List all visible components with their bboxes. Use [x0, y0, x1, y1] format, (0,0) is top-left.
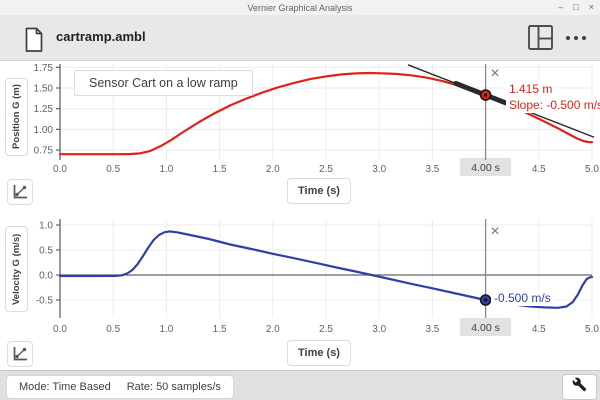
rate-label: Rate: 50 samples/s [126, 381, 221, 393]
wrench-icon [572, 377, 587, 397]
svg-text:0.5: 0.5 [106, 164, 120, 175]
app-toolbar: cartramp.ambl [0, 15, 600, 61]
svg-text:2.5: 2.5 [319, 164, 333, 175]
svg-text:4.5: 4.5 [532, 164, 546, 175]
status-bar: Mode: Time Based Rate: 50 samples/s [0, 370, 600, 400]
examine-close-icon-position[interactable]: × [490, 65, 500, 82]
examine-slope-position: Slope: -0.500 m/s [506, 97, 600, 113]
svg-text:0.5: 0.5 [106, 324, 120, 335]
close-button[interactable]: × [588, 2, 594, 12]
graph-annotation[interactable]: Sensor Cart on a low ramp [74, 70, 253, 96]
more-menu-icon[interactable] [560, 32, 592, 44]
svg-text:1.0: 1.0 [159, 164, 173, 175]
svg-text:0.0: 0.0 [53, 324, 67, 335]
svg-text:2.0: 2.0 [266, 324, 280, 335]
svg-text:4.00 s: 4.00 s [471, 162, 500, 174]
window-controls: – □ × [558, 0, 594, 15]
examine-value-velocity: -0.500 m/s [491, 290, 554, 306]
svg-text:3.0: 3.0 [372, 164, 386, 175]
svg-text:4.00 s: 4.00 s [471, 322, 500, 334]
view-layout-icon[interactable] [527, 24, 554, 51]
svg-text:1.75: 1.75 [34, 63, 54, 74]
svg-text:0.5: 0.5 [39, 246, 53, 257]
examine-close-icon-velocity[interactable]: × [490, 223, 500, 240]
svg-text:5.0: 5.0 [585, 324, 599, 335]
svg-text:1.5: 1.5 [213, 164, 227, 175]
x-axis-label-velocity[interactable]: Time (s) [287, 340, 351, 366]
restore-button[interactable]: □ [573, 2, 579, 12]
svg-text:2.0: 2.0 [266, 164, 280, 175]
data-collection-settings-button[interactable] [562, 374, 597, 400]
svg-text:1.00: 1.00 [34, 125, 54, 136]
svg-text:3.5: 3.5 [425, 164, 439, 175]
x-axis-label-position[interactable]: Time (s) [287, 178, 351, 204]
svg-text:3.0: 3.0 [372, 324, 386, 335]
examine-value-position: 1.415 m [506, 81, 556, 97]
svg-text:0.0: 0.0 [39, 271, 53, 282]
svg-text:-0.5: -0.5 [36, 296, 54, 307]
collection-settings-summary[interactable]: Mode: Time Based Rate: 50 samples/s [6, 375, 234, 399]
graph-tools-button-position[interactable] [7, 179, 33, 205]
velocity-graph[interactable]: -0.5 0.0 0.5 1.0 0.0 0.5 1.0 1.5 2.0 2.5 3.0 3.5 4.0… [0, 212, 600, 340]
svg-text:4.5: 4.5 [532, 324, 546, 335]
svg-text:3.5: 3.5 [425, 324, 439, 335]
svg-text:0.0: 0.0 [53, 164, 67, 175]
position-y-axis-label[interactable]: Position G (m) [5, 78, 28, 156]
svg-text:2.5: 2.5 [319, 324, 333, 335]
graph-tools-button-velocity[interactable] [7, 341, 33, 367]
svg-text:1.50: 1.50 [34, 84, 54, 95]
svg-text:5.0: 5.0 [585, 164, 599, 175]
file-name[interactable]: cartramp.ambl [56, 29, 146, 44]
velocity-y-axis-label[interactable]: Velocity G (m/s) [5, 226, 28, 312]
mode-label: Mode: Time Based [19, 381, 111, 393]
svg-text:0.75: 0.75 [34, 146, 54, 157]
window-title: Vernier Graphical Analysis [247, 2, 353, 13]
svg-text:1.5: 1.5 [213, 324, 227, 335]
svg-text:1.25: 1.25 [34, 104, 54, 115]
svg-text:1.0: 1.0 [159, 324, 173, 335]
document-icon[interactable] [24, 27, 44, 58]
minimize-button[interactable]: – [558, 2, 564, 12]
svg-text:1.0: 1.0 [39, 221, 53, 232]
window-titlebar: Vernier Graphical Analysis [0, 0, 600, 15]
